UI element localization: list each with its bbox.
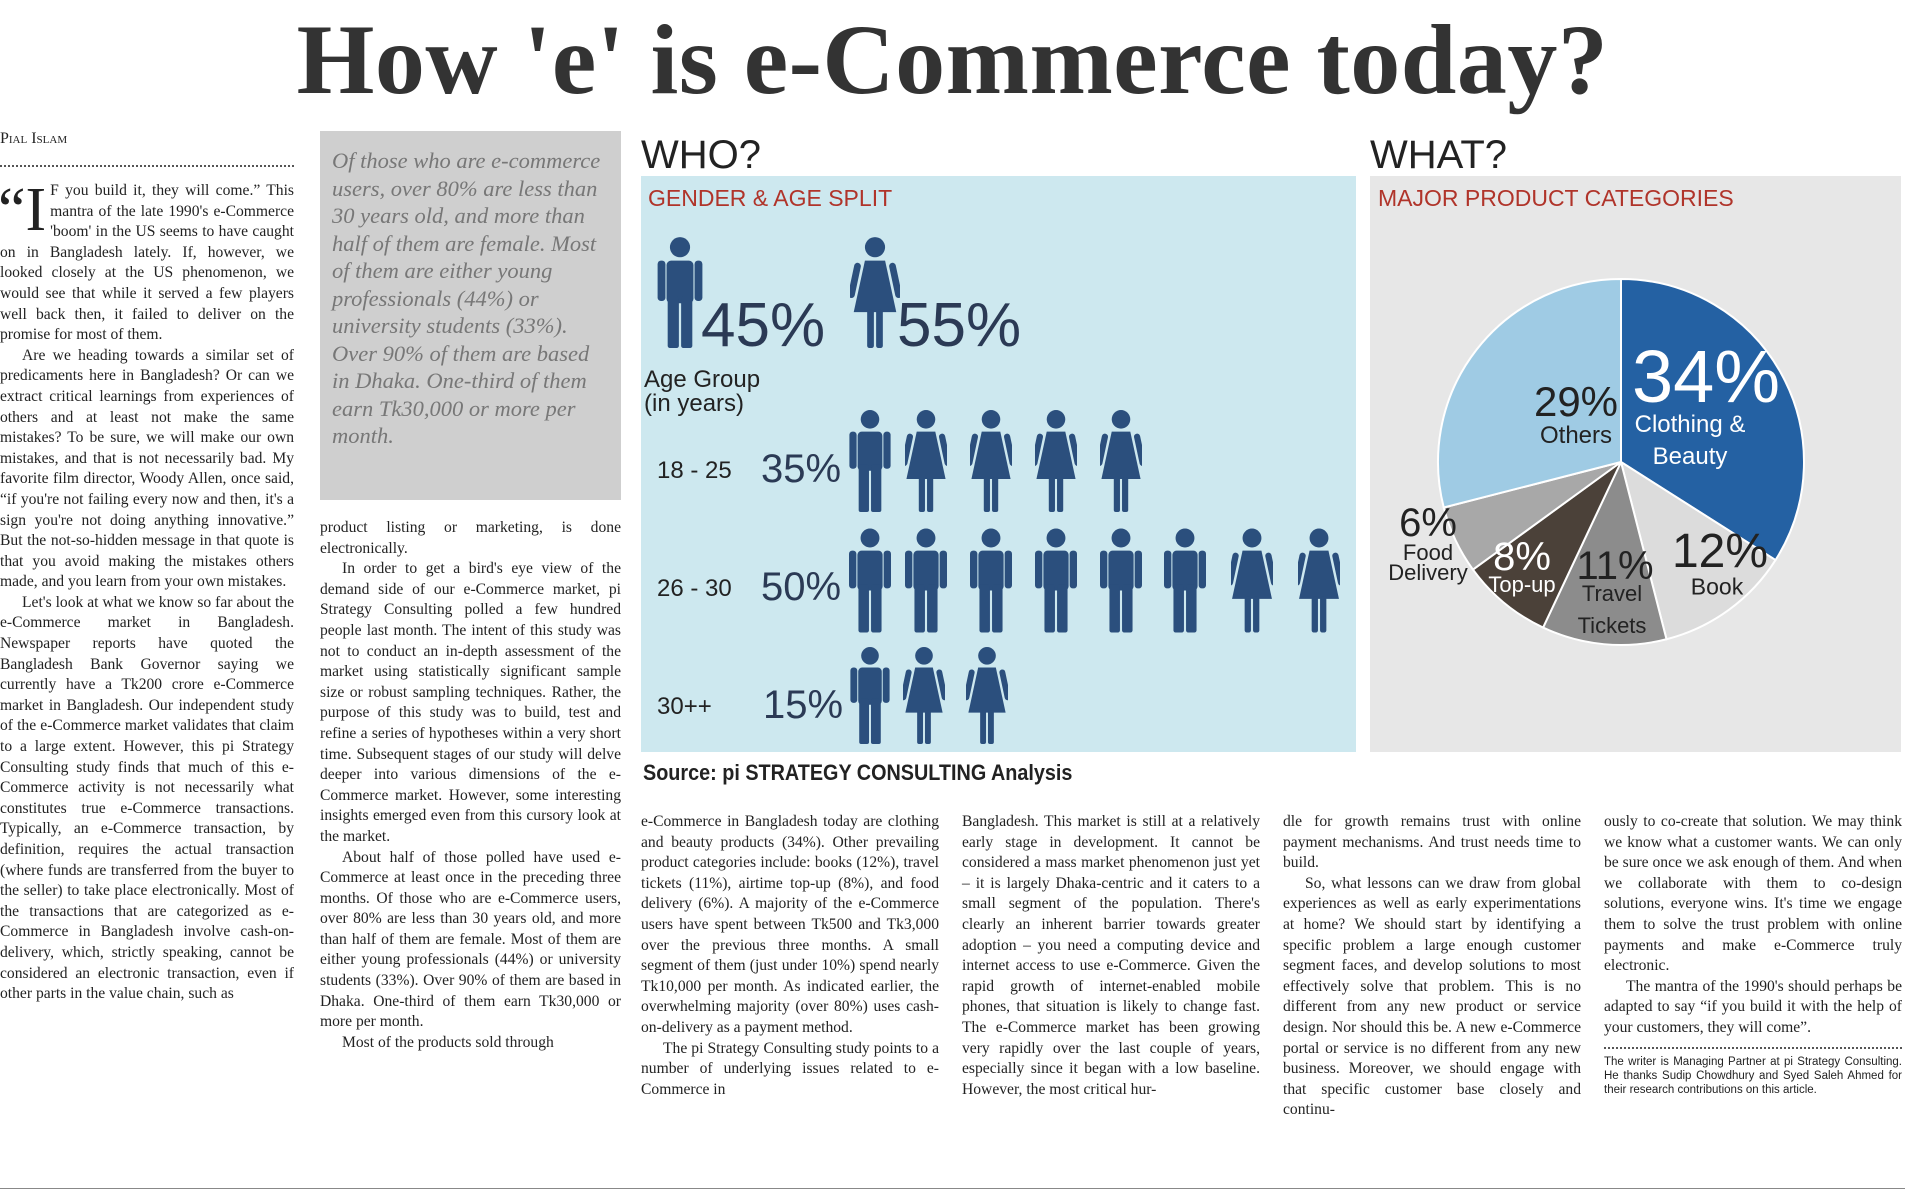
age-range: 18 - 25: [657, 457, 732, 484]
paragraph: About half of those polled have used e-C…: [320, 848, 621, 1031]
column: product listing or marketing, is done el…: [320, 518, 621, 1053]
pie-category-label: Travel Tickets: [1577, 581, 1647, 638]
pie-value-label: 29%: [1533, 378, 1619, 425]
woman-icon: [1100, 410, 1142, 512]
man-icon: [1164, 528, 1206, 633]
pie-category-label: Clothing & Beauty: [1634, 411, 1746, 470]
male-share: 45%: [701, 291, 825, 360]
age-group-label: Age Group (in years): [644, 366, 761, 417]
what-heading: WHAT?: [1370, 133, 1508, 177]
pie-value-label: 11%: [1576, 544, 1654, 588]
pie-wedge: [1619, 459, 1777, 641]
who-heading: WHO?: [641, 133, 761, 177]
paragraph: So, what lessons can we draw from global…: [1283, 874, 1581, 1119]
age-range: 30++: [657, 693, 712, 720]
pie-category-label: Top-up: [1488, 572, 1556, 597]
who-subtitle: GENDER & AGE SPLIT: [648, 185, 893, 211]
woman-icon: [966, 646, 1008, 744]
age-share: 35%: [761, 447, 841, 491]
man-icon: [1035, 528, 1077, 633]
man-icon: [1100, 528, 1142, 633]
paragraph: e-Commerce in Bangladesh today are cloth…: [641, 813, 939, 1036]
column: dle for growth remains trust with online…: [1283, 812, 1581, 1121]
woman-icon: [1035, 410, 1077, 512]
pie-wedge: [1471, 461, 1622, 629]
paragraph: Bangladesh. This market is still at a re…: [962, 813, 1260, 1098]
man-icon: [850, 646, 890, 744]
paragraph: product listing or marketing, is done el…: [320, 519, 621, 557]
byline: Pial Islam: [0, 130, 68, 147]
paragraph: The pi Strategy Consulting study points …: [641, 1039, 939, 1098]
age-range: 26 - 30: [657, 575, 732, 602]
woman-icon: [903, 646, 945, 744]
column: ously to co-create that solution. We may…: [1604, 812, 1902, 1097]
man-icon: [970, 528, 1012, 633]
woman-icon: [1231, 528, 1273, 633]
text: F you build it, they will come.” This ma…: [0, 182, 294, 344]
pie-category-label: Food Delivery: [1388, 540, 1468, 585]
age-share: 50%: [761, 565, 841, 609]
paragraph: The mantra of the 1990's should perhaps …: [1604, 977, 1902, 1036]
woman-icon: [850, 237, 900, 348]
paragraph: “I F you build it, they will come.” This …: [0, 176, 294, 346]
who-graphic: 45% 55% 18 - 25 35% 26 - 30 50% 30++ 15%: [657, 237, 1340, 744]
pie-value-label: 34%: [1631, 335, 1781, 418]
pie-chart: [1437, 277, 1805, 646]
woman-icon: [905, 410, 947, 512]
paragraph: Let's look at what we know so far about …: [0, 593, 294, 1003]
pull-quote: Of those who are e-commerce users, over …: [320, 131, 621, 500]
man-icon: [905, 528, 947, 633]
man-icon: [849, 410, 891, 512]
pie-wedge: [1541, 459, 1668, 646]
man-icon: [849, 528, 891, 633]
pie-category-label: Others: [1539, 422, 1613, 449]
drop-cap: “I: [0, 176, 47, 244]
paragraph: ously to co-create that solution. We may…: [1604, 813, 1902, 975]
column: “I F you build it, they will come.” This …: [0, 176, 294, 1005]
source: Source: pi STRATEGY CONSULTING Analysis: [643, 760, 1073, 785]
pie-wedge: [1620, 277, 1805, 562]
pie-value-label: 12%: [1671, 525, 1769, 578]
paragraph: Most of the products sold through: [342, 1033, 554, 1051]
rule: [0, 165, 294, 167]
column: Bangladesh. This market is still at a re…: [962, 812, 1260, 1100]
pie-value-label: 6%: [1399, 501, 1457, 545]
paragraph: Are we heading towards a similar set of …: [0, 346, 294, 591]
pie-wedge: [1437, 277, 1622, 509]
female-share: 55%: [897, 291, 1021, 360]
pie-value-label: 8%: [1493, 535, 1551, 579]
paragraph: In order to get a bird's eye view of the…: [320, 560, 621, 845]
pie-category-label: Book: [1690, 573, 1744, 600]
paragraph: dle for growth remains trust with online…: [1283, 813, 1581, 872]
age-share: 15%: [763, 683, 843, 727]
what-subtitle: MAJOR PRODUCT CATEGORIES: [1378, 185, 1734, 211]
man-icon: [657, 237, 703, 348]
woman-icon: [970, 410, 1012, 512]
rule: [1604, 1046, 1902, 1049]
headline: How 'e' is e-Commerce today?: [296, 4, 1609, 115]
woman-icon: [1298, 528, 1340, 633]
column: e-Commerce in Bangladesh today are cloth…: [641, 812, 939, 1100]
bottom-rule: [0, 1188, 1905, 1189]
footnote: The writer is Managing Partner at pi Str…: [1604, 1055, 1902, 1096]
